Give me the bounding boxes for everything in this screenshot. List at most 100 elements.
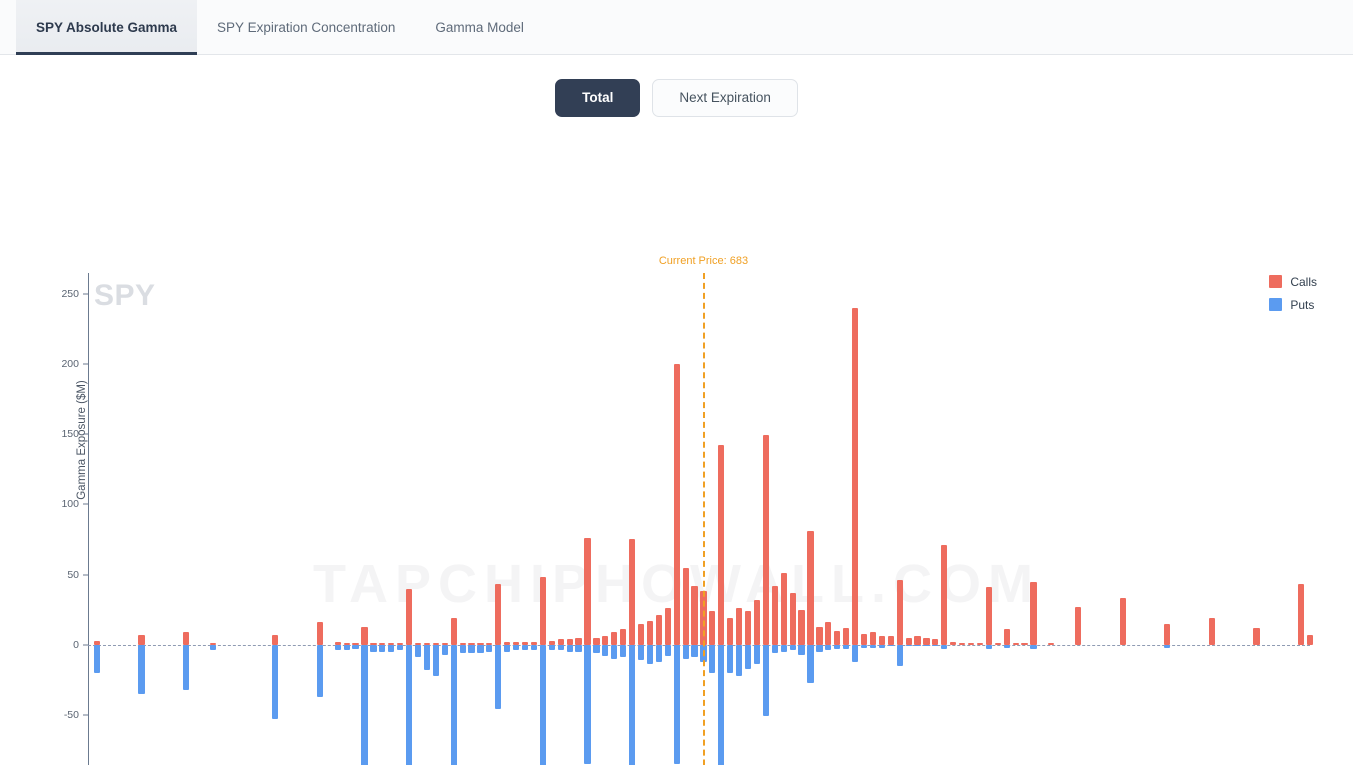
call-bar[interactable] [504,642,511,645]
call-bar[interactable] [1297,584,1305,645]
put-bar[interactable] [495,644,502,710]
call-bar[interactable] [851,307,859,645]
tab-spy-expiration-concentration[interactable]: SPY Expiration Concentration [197,0,415,54]
call-bar[interactable] [887,636,894,645]
call-bar[interactable] [816,626,823,645]
put-bar[interactable] [718,644,725,765]
call-bar[interactable] [727,618,734,645]
put-bar[interactable] [334,644,341,651]
call-bar[interactable] [459,643,466,645]
put-bar[interactable] [646,644,654,665]
put-bar[interactable] [593,644,600,654]
call-bar[interactable] [896,580,903,645]
put-bar[interactable] [843,644,850,650]
call-bar[interactable] [388,643,395,645]
call-bar[interactable] [1306,634,1314,645]
put-bar[interactable] [352,644,359,650]
call-bar[interactable] [843,627,850,645]
put-bar[interactable] [575,644,582,652]
put-bar[interactable] [1003,644,1010,648]
call-bar[interactable] [637,623,645,645]
call-bar[interactable] [539,577,546,645]
call-bar[interactable] [923,637,930,645]
put-bar[interactable] [682,644,689,659]
call-bar[interactable] [441,643,448,645]
put-bar[interactable] [896,644,903,666]
put-bar[interactable] [744,644,752,669]
tab-gamma-model[interactable]: Gamma Model [415,0,544,54]
call-bar[interactable] [646,620,654,645]
put-bar[interactable] [397,644,404,651]
put-bar[interactable] [771,644,778,654]
put-bar[interactable] [878,644,885,648]
call-bar[interactable] [753,599,761,645]
call-bar[interactable] [1003,629,1010,645]
call-bar[interactable] [138,634,145,645]
call-bar[interactable] [976,643,984,645]
toggle-next-expiration-button[interactable]: Next Expiration [652,79,798,117]
legend-item-puts[interactable]: Puts [1269,298,1317,312]
call-bar[interactable] [575,637,582,645]
call-bar[interactable] [834,630,841,645]
call-bar[interactable] [1021,643,1028,645]
put-bar[interactable] [629,644,636,765]
put-bar[interactable] [566,644,573,652]
put-bar[interactable] [851,644,859,662]
call-bar[interactable] [878,636,885,645]
call-bar[interactable] [825,622,832,645]
call-bar[interactable] [593,637,600,645]
call-bar[interactable] [209,643,216,645]
call-bar[interactable] [450,618,457,645]
put-bar[interactable] [93,644,100,673]
put-bar[interactable] [602,644,609,657]
call-bar[interactable] [905,637,912,645]
call-bar[interactable] [959,643,966,645]
call-bar[interactable] [682,567,689,645]
put-bar[interactable] [343,644,350,651]
call-bar[interactable] [1253,627,1260,645]
toggle-total-button[interactable]: Total [555,79,641,117]
put-bar[interactable] [406,644,413,765]
call-bar[interactable] [807,531,814,645]
put-bar[interactable] [780,644,787,652]
call-bar[interactable] [584,538,591,645]
put-bar[interactable] [477,644,484,654]
put-bar[interactable] [664,644,671,657]
call-bar[interactable] [370,643,377,645]
put-bar[interactable] [816,644,823,652]
call-bar[interactable] [1030,581,1037,645]
call-bar[interactable] [272,634,279,645]
call-bar[interactable] [985,587,992,645]
call-bar[interactable] [602,636,609,645]
put-bar[interactable] [709,644,716,673]
put-bar[interactable] [1030,644,1037,650]
call-bar[interactable] [486,643,493,645]
put-bar[interactable] [673,644,680,765]
put-bar[interactable] [521,644,529,651]
call-bar[interactable] [530,642,538,645]
call-bar[interactable] [744,611,752,645]
call-bar[interactable] [414,643,422,645]
put-bar[interactable] [423,644,431,671]
call-bar[interactable] [780,573,787,645]
put-bar[interactable] [1164,644,1171,648]
call-bar[interactable] [967,643,975,645]
put-bar[interactable] [388,644,395,652]
put-bar[interactable] [548,644,555,651]
call-bar[interactable] [397,643,404,645]
put-bar[interactable] [183,644,190,690]
put-bar[interactable] [209,644,216,651]
call-bar[interactable] [557,639,564,645]
call-bar[interactable] [691,585,698,645]
put-bar[interactable] [513,644,520,651]
put-bar[interactable] [316,644,323,697]
put-bar[interactable] [985,644,992,650]
put-bar[interactable] [637,644,645,661]
call-bar[interactable] [950,642,957,645]
call-bar[interactable] [93,640,100,645]
put-bar[interactable] [762,644,769,717]
legend-item-calls[interactable]: Calls [1269,275,1317,289]
put-bar[interactable] [620,644,627,658]
call-bar[interactable] [343,643,350,645]
put-bar[interactable] [736,644,743,676]
